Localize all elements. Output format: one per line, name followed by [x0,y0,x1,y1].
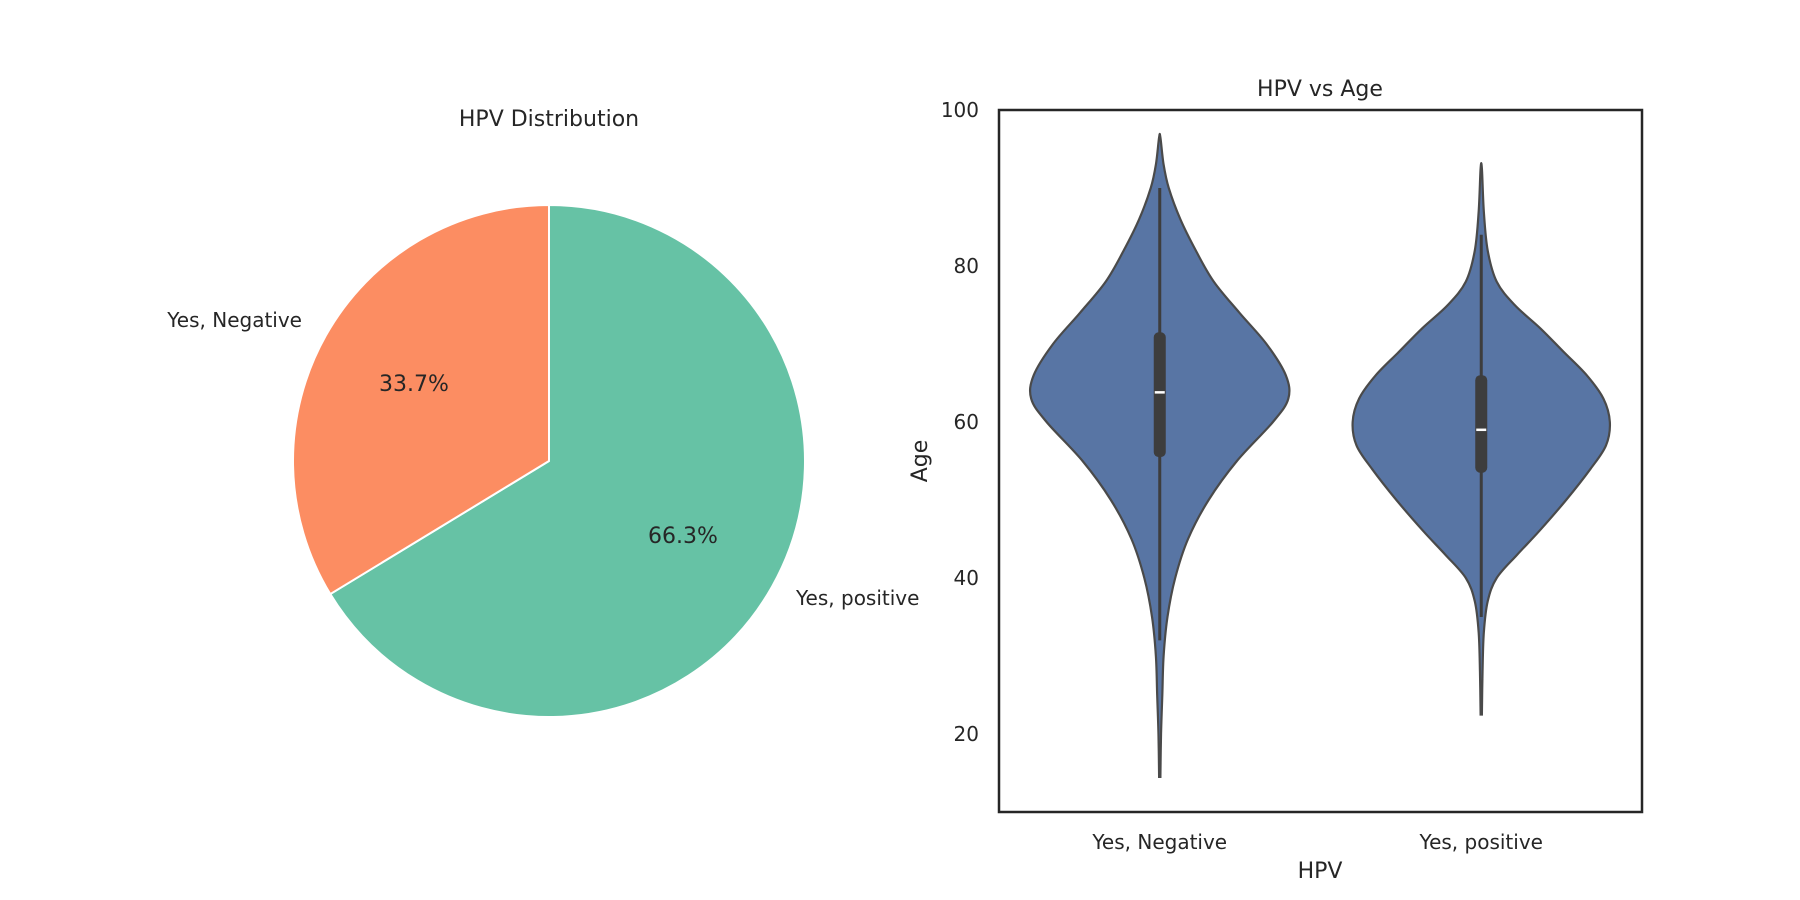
pie-label-negative: Yes, Negative [166,308,302,332]
violin-iqr-box [1475,375,1488,473]
pie-pct-positive: 66.3% [648,524,718,549]
violin-axes-frame [997,108,1644,814]
violin-title: HPV vs Age [1257,77,1383,102]
pie-slice-negative [292,204,550,596]
violin-xlabel: HPV [1298,859,1343,884]
y-tick-label: 100 [941,98,979,122]
pie-label-positive: Yes, positive [795,586,919,610]
y-tick-label: 60 [954,410,979,434]
pie-chart: HPV Distribution Yes, Negative Yes, posi… [166,107,919,718]
violin-bodies [1028,132,1612,778]
pie-title: HPV Distribution [459,107,639,132]
violin-x-ticks: Yes, Negative Yes, positive [1091,830,1543,854]
violin-y-ticks: 20 40 60 80 100 [941,98,979,746]
y-tick-label: 80 [954,254,979,278]
pie-pct-negative: 33.7% [379,372,449,397]
x-tick-label: Yes, Negative [1091,830,1227,854]
pie-slices [292,204,806,718]
violin-ylabel: Age [908,440,933,483]
y-tick-label: 40 [954,566,979,590]
y-tick-label: 20 [954,722,979,746]
pie-slice-positive [329,204,806,718]
violin-iqr-box [1153,332,1166,458]
x-tick-label: Yes, positive [1419,830,1543,854]
